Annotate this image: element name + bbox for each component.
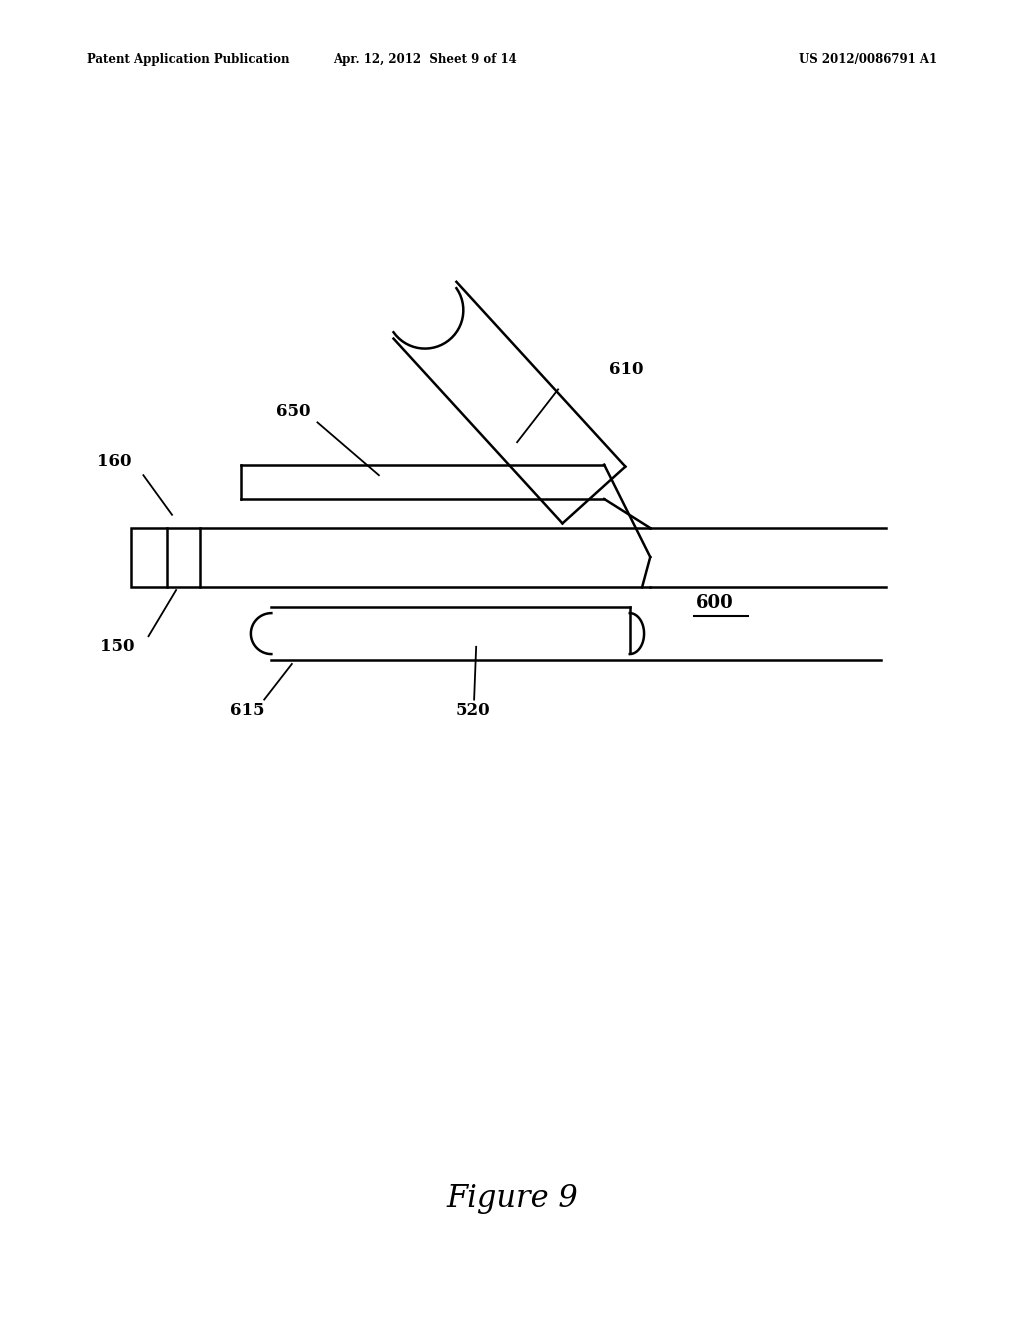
- Text: 610: 610: [609, 362, 644, 378]
- Text: Figure 9: Figure 9: [446, 1183, 578, 1214]
- Text: 520: 520: [456, 702, 490, 718]
- Text: US 2012/0086791 A1: US 2012/0086791 A1: [799, 53, 937, 66]
- Text: 600: 600: [696, 594, 734, 612]
- Text: 150: 150: [100, 639, 135, 655]
- Text: Patent Application Publication: Patent Application Publication: [87, 53, 290, 66]
- Text: Apr. 12, 2012  Sheet 9 of 14: Apr. 12, 2012 Sheet 9 of 14: [333, 53, 517, 66]
- Text: 160: 160: [97, 454, 132, 470]
- Text: 615: 615: [230, 702, 265, 718]
- Text: 650: 650: [276, 404, 311, 420]
